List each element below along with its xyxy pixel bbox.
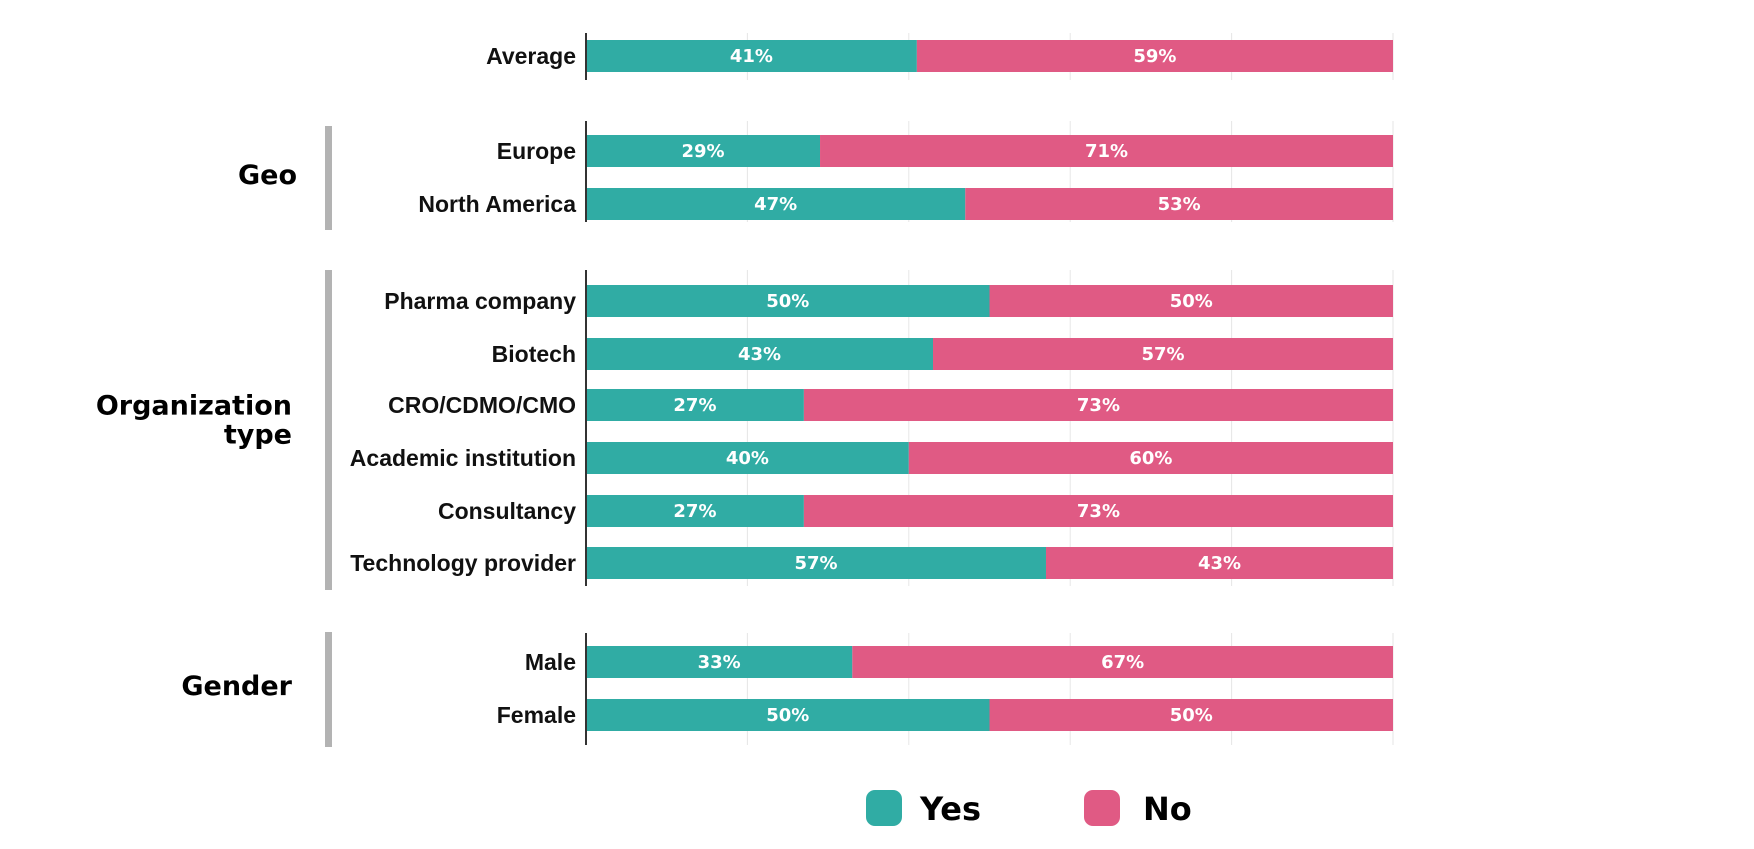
bar-yes	[586, 135, 821, 167]
data-label-no: 50%	[1170, 291, 1213, 312]
row-label: Male	[525, 649, 576, 675]
group-bracket	[325, 632, 332, 747]
bar-yes	[586, 188, 966, 220]
data-label-yes: 29%	[681, 141, 724, 162]
data-label-yes: 41%	[730, 46, 773, 67]
row-label: CRO/CDMO/CMO	[388, 392, 576, 418]
bar-no	[989, 285, 1393, 317]
group-label: Geo	[238, 160, 297, 191]
bar-yes	[586, 646, 853, 678]
legend-label: No	[1143, 790, 1192, 828]
row-label: Consultancy	[438, 498, 576, 524]
bar-no	[965, 188, 1393, 220]
bar-yes	[586, 285, 990, 317]
row-label: Academic institution	[350, 445, 576, 471]
data-label-no: 50%	[1170, 705, 1213, 726]
data-label-yes: 33%	[698, 652, 741, 673]
bar-yes	[586, 699, 990, 731]
bar-no	[916, 40, 1393, 72]
bars: 41% 59% 29% 71% 47% 53% 50% 50% 43% 57% 27% 73% 40% 6…	[586, 40, 1393, 731]
bar-no	[1045, 547, 1393, 579]
row-label: Average	[486, 43, 576, 69]
bar-yes	[586, 338, 934, 370]
data-label-yes: 47%	[754, 194, 797, 215]
data-label-no: 43%	[1198, 553, 1241, 574]
bar-no	[852, 646, 1393, 678]
bar-yes	[586, 40, 917, 72]
legend-swatch	[1084, 790, 1120, 826]
legend-swatch	[866, 790, 902, 826]
data-label-no: 73%	[1077, 395, 1120, 416]
row-label: Europe	[497, 138, 576, 164]
group-bracket	[325, 270, 332, 590]
bar-yes	[586, 547, 1046, 579]
bar-yes	[586, 495, 804, 527]
data-label-yes: 50%	[766, 291, 809, 312]
bar-no	[989, 699, 1393, 731]
data-label-yes: 27%	[673, 395, 716, 416]
group-bracket	[325, 126, 332, 230]
bar-no	[803, 389, 1393, 421]
bar-no	[803, 495, 1393, 527]
bar-no	[933, 338, 1393, 370]
data-label-no: 73%	[1077, 501, 1120, 522]
legend-label: Yes	[919, 790, 981, 828]
group-label: Gender	[181, 671, 292, 702]
data-label-yes: 50%	[766, 705, 809, 726]
group-brackets	[325, 126, 332, 747]
row-label: Technology provider	[350, 550, 576, 576]
data-label-no: 53%	[1158, 194, 1201, 215]
row-label: Biotech	[492, 341, 576, 367]
group-label: Organization type	[96, 391, 292, 451]
row-labels: Average Europe North America Pharma company…	[350, 43, 576, 728]
data-label-yes: 27%	[673, 501, 716, 522]
data-label-no: 60%	[1129, 448, 1172, 469]
data-label-yes: 43%	[738, 344, 781, 365]
row-label: Female	[497, 702, 576, 728]
row-label: North America	[418, 191, 576, 217]
data-label-no: 57%	[1141, 344, 1184, 365]
data-label-no: 71%	[1085, 141, 1128, 162]
group-labels: Geo Organization type Gender	[96, 160, 297, 702]
data-label-no: 59%	[1133, 46, 1176, 67]
bar-yes	[586, 442, 909, 474]
legend: Yes No	[866, 790, 1192, 828]
data-label-yes: 40%	[726, 448, 769, 469]
data-label-no: 67%	[1101, 652, 1144, 673]
bar-no	[820, 135, 1393, 167]
data-label-yes: 57%	[794, 553, 837, 574]
row-label: Pharma company	[384, 288, 576, 314]
bar-yes	[586, 389, 804, 421]
bar-no	[908, 442, 1393, 474]
